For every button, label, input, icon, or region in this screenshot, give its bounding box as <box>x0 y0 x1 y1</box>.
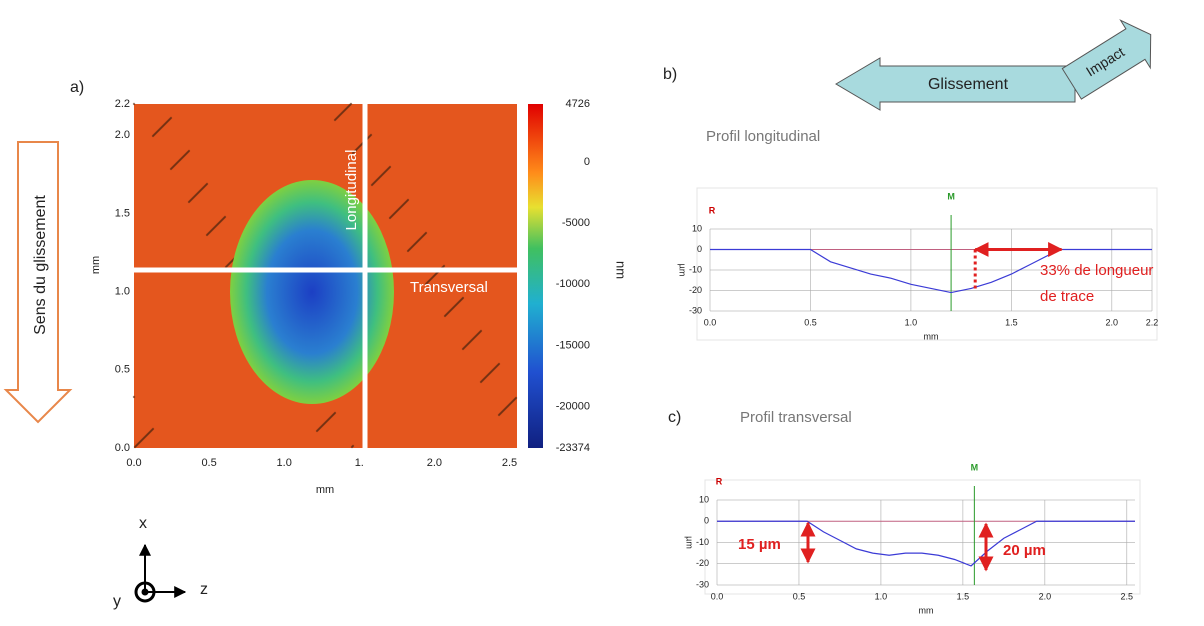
panel-label: a) <box>70 79 84 96</box>
slide-arrows: Glissement Impact <box>835 19 1152 111</box>
texture <box>497 362 501 366</box>
texture <box>442 264 446 268</box>
y-axis-name: y <box>113 593 121 610</box>
x-tick-label: 0.5 <box>201 457 216 469</box>
annotation: 33% de longueur <box>1040 262 1153 279</box>
x-axis-label: mm <box>924 331 939 341</box>
texture <box>479 329 483 333</box>
x-tick-label: 2.0 <box>1039 591 1052 601</box>
x-tick-label: 1.5 <box>957 591 970 601</box>
panel-label: c) <box>668 409 681 426</box>
y-tick-label: 2.0 <box>115 129 130 141</box>
texture <box>424 231 428 235</box>
texture <box>223 215 227 219</box>
texture <box>349 102 353 106</box>
marker-label: M <box>947 191 955 201</box>
y-tick-label: -30 <box>689 305 702 315</box>
crater <box>230 180 394 404</box>
colorbar-label: nm <box>614 261 629 279</box>
y-tick-label: -10 <box>689 264 702 274</box>
annotation: Longitudinal <box>343 150 360 231</box>
texture <box>369 133 373 137</box>
x-axis-label: mm <box>919 605 934 615</box>
y-tick-label: -20 <box>696 558 709 568</box>
x-tick-label: 2.0 <box>427 457 442 469</box>
glissement-label: Glissement <box>928 76 1009 93</box>
annotation: 15 µm <box>738 536 781 553</box>
x-tick-label: 2.2 <box>1146 317 1159 327</box>
marker-label: R <box>709 205 716 215</box>
axes-glyph: x z y <box>113 515 208 610</box>
colorbar-tick-label: -5000 <box>562 217 590 229</box>
y-axis-label: µm <box>678 264 688 277</box>
y-tick-label: 10 <box>699 494 709 504</box>
annotation: 20 µm <box>1003 542 1046 559</box>
colorbar-tick-label: -10000 <box>556 278 590 290</box>
profile-line <box>717 520 1135 567</box>
z-axis-name: z <box>200 581 208 598</box>
colorbar-tick-label: 0 <box>584 156 590 168</box>
texture <box>132 102 136 106</box>
colorbar-tick-label: 4726 <box>566 98 590 110</box>
y-tick-label: -20 <box>689 285 702 295</box>
texture <box>132 395 136 399</box>
x-tick-label: 0.0 <box>711 591 724 601</box>
y-tick-label: -30 <box>696 579 709 589</box>
y-tick-label: 0 <box>697 244 702 254</box>
x-axis-label: mm <box>316 484 334 496</box>
texture <box>169 116 173 120</box>
plot-frame <box>704 479 1141 595</box>
x-tick-label: 0.0 <box>126 457 141 469</box>
texture <box>151 427 155 431</box>
y-axis-label: µm <box>685 536 695 549</box>
marker-label: R <box>716 476 723 486</box>
colorbar <box>528 104 543 448</box>
x-tick-label: 2.5 <box>1121 591 1134 601</box>
colorbar-tick-label: -23374 <box>556 442 590 454</box>
y-tick-label: 0.0 <box>115 442 130 454</box>
plot-frame <box>696 187 1158 341</box>
x-tick-label: 1.0 <box>277 457 292 469</box>
panel-label: b) <box>663 66 677 83</box>
x-tick-label: 2.5 <box>502 457 517 469</box>
sliding-label: Sens du glissement <box>32 195 49 335</box>
x-tick-label: 1.0 <box>905 317 918 327</box>
x-tick-label: 1.0 <box>875 591 888 601</box>
texture <box>388 165 392 169</box>
annotation: de trace <box>1040 288 1094 305</box>
colorbar-tick-label: -15000 <box>556 339 590 351</box>
x-tick-label: 0.5 <box>804 317 817 327</box>
texture <box>514 396 518 400</box>
chart-title: Profil longitudinal <box>706 128 820 145</box>
annotation: Transversal <box>410 279 488 296</box>
texture <box>205 182 209 186</box>
x-tick-label: 1. <box>355 457 364 469</box>
x-tick-label: 0.5 <box>793 591 806 601</box>
y-tick-label: 2.2 <box>115 98 130 110</box>
texture <box>351 444 355 448</box>
y-tick-label: 0.5 <box>115 364 130 376</box>
texture <box>333 411 337 415</box>
x-tick-label: 2.0 <box>1106 317 1119 327</box>
marker-label: M <box>971 462 979 472</box>
texture <box>461 296 465 300</box>
y-tick-label: -10 <box>696 537 709 547</box>
x-tick-label: 1.5 <box>1005 317 1018 327</box>
chart-title: Profil transversal <box>740 409 852 426</box>
x-axis-name: x <box>139 515 147 532</box>
y-tick-label: 1.5 <box>115 207 130 219</box>
sliding-arrow: Sens du glissement <box>3 141 73 424</box>
y-tick-label: 0 <box>704 516 709 526</box>
profile-line <box>710 248 1152 294</box>
y-tick-label: 10 <box>692 223 702 233</box>
texture <box>187 149 191 153</box>
colorbar-tick-label: -20000 <box>556 401 590 413</box>
y-tick-label: 1.0 <box>115 286 130 298</box>
texture <box>406 198 410 202</box>
x-tick-label: 0.0 <box>704 317 717 327</box>
y-axis-label: mm <box>90 256 102 274</box>
